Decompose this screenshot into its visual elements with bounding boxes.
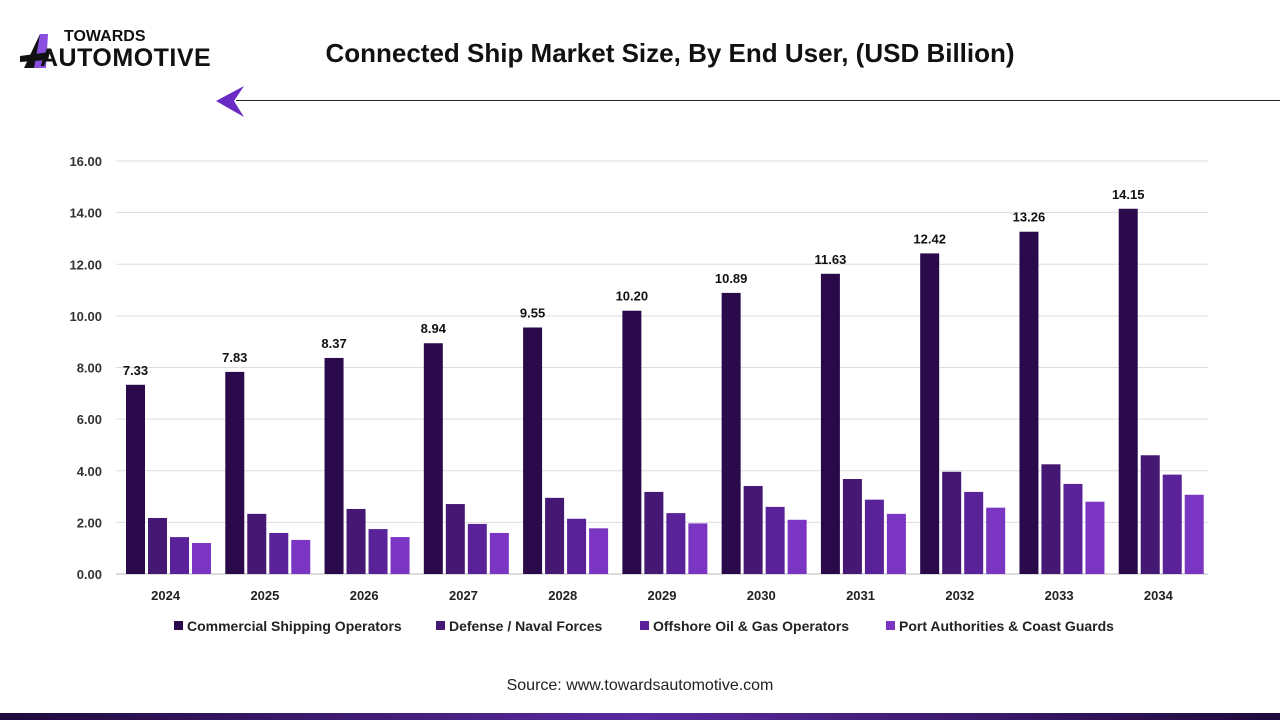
x-tick-label: 2034 [1144, 588, 1174, 603]
bar [688, 523, 708, 574]
bar [986, 507, 1006, 574]
bar [787, 519, 807, 574]
arrow-left-icon [216, 86, 244, 117]
bar [324, 357, 344, 574]
legend-label: Offshore Oil & Gas Operators [653, 618, 849, 634]
data-label: 10.89 [715, 271, 748, 286]
bar [126, 384, 145, 574]
bar [721, 292, 741, 574]
y-tick-label: 2.00 [77, 515, 102, 530]
y-tick-label: 16.00 [69, 154, 102, 169]
legend-label: Defense / Naval Forces [449, 618, 603, 634]
bar [743, 485, 763, 574]
x-tick-label: 2024 [151, 588, 181, 603]
bar [1118, 208, 1138, 575]
x-tick-label: 2025 [250, 588, 279, 603]
bar [765, 506, 785, 574]
bar [247, 513, 267, 574]
bar [225, 371, 245, 574]
x-tick-label: 2032 [945, 588, 974, 603]
logo-text-top: TOWARDS [64, 28, 146, 45]
legend-label: Port Authorities & Coast Guards [899, 618, 1114, 634]
x-tick-label: 2033 [1045, 588, 1074, 603]
y-tick-label: 4.00 [77, 464, 102, 479]
data-label: 13.26 [1013, 210, 1046, 225]
bar [964, 491, 984, 574]
legend-swatch [886, 621, 895, 630]
legend-swatch [640, 621, 649, 630]
bar [1019, 231, 1039, 574]
bar [842, 479, 862, 574]
source-note: Source: www.towardsautomotive.com [506, 677, 774, 694]
legend-swatch [174, 621, 183, 630]
data-label: 11.63 [814, 252, 846, 267]
bar [820, 273, 840, 574]
title-divider [236, 100, 1280, 101]
bar [192, 543, 211, 574]
bar [346, 508, 366, 574]
chart-title: Connected Ship Market Size, By End User,… [325, 38, 1015, 68]
bar [1085, 501, 1105, 574]
bar [666, 513, 686, 574]
y-tick-label: 8.00 [77, 361, 102, 376]
data-label: 7.83 [222, 350, 247, 365]
bar [942, 471, 962, 574]
data-label: 10.20 [616, 289, 649, 304]
y-tick-label: 10.00 [69, 309, 102, 324]
legend-label: Commercial Shipping Operators [187, 618, 402, 634]
bar [1162, 474, 1182, 574]
data-label: 7.33 [123, 363, 148, 378]
data-label: 14.15 [1112, 187, 1145, 202]
bar [1041, 464, 1061, 574]
y-tick-label: 0.00 [77, 567, 102, 582]
logo-text-bottom: AUTOMOTIVE [40, 44, 212, 72]
data-label: 8.37 [321, 336, 346, 351]
bar [269, 532, 289, 574]
x-tick-label: 2026 [350, 588, 379, 603]
bar [920, 253, 940, 574]
data-label: 8.94 [421, 321, 447, 336]
bar [545, 497, 565, 574]
x-tick-label: 2027 [449, 588, 478, 603]
data-label: 9.55 [520, 305, 545, 320]
bar [523, 327, 543, 574]
bar [644, 491, 664, 574]
brand-logo: TOWARDS AUTOMOTIVE [20, 28, 230, 73]
x-tick-label: 2029 [648, 588, 677, 603]
bar [1184, 494, 1204, 574]
bar [423, 343, 443, 574]
bar [589, 528, 609, 574]
bar [445, 504, 465, 574]
x-tick-label: 2031 [846, 588, 875, 603]
bar [489, 532, 509, 574]
footer-bar [0, 713, 1280, 720]
x-tick-label: 2028 [548, 588, 577, 603]
bar [622, 310, 642, 574]
y-tick-label: 14.00 [69, 206, 102, 221]
bar [467, 523, 487, 574]
bar [886, 513, 906, 574]
y-tick-label: 12.00 [69, 257, 102, 272]
x-tick-label: 2030 [747, 588, 776, 603]
bar [148, 517, 167, 574]
bar [1063, 483, 1083, 574]
legend-swatch [436, 621, 445, 630]
bar [291, 539, 311, 574]
bar [567, 518, 587, 574]
bar [1140, 455, 1160, 574]
bar [170, 537, 189, 574]
data-label: 12.42 [913, 231, 946, 246]
bar [390, 537, 410, 574]
y-tick-label: 6.00 [77, 412, 102, 427]
bar [368, 529, 388, 574]
logo-mark-icon [20, 34, 50, 68]
bar [864, 499, 884, 574]
